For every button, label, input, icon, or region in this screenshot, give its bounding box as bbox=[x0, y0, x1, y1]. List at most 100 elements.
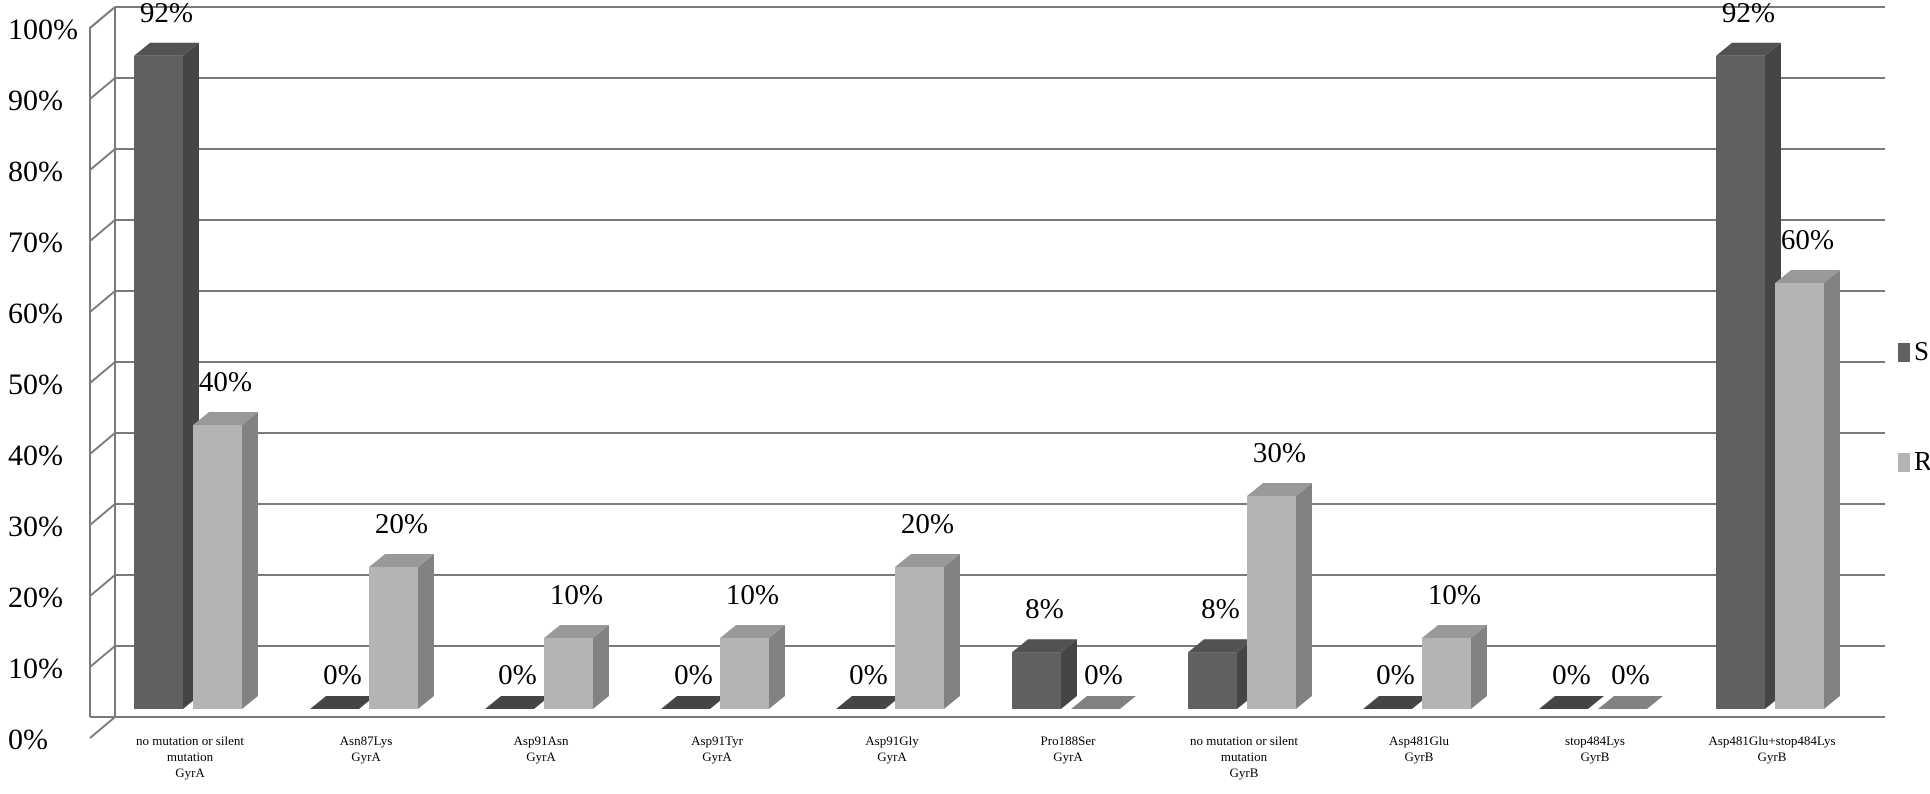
category-label: Asn87Lys GyrA bbox=[340, 733, 393, 764]
data-label-R-2: 10% bbox=[550, 579, 603, 611]
bar-R-9-top bbox=[1775, 270, 1840, 283]
category-label: Pro188Ser GyrA bbox=[1041, 733, 1097, 764]
data-labels: 92% 40% 0% 20% 0% 10% 0% 10% 0% 20% 8% 0% 8% 30% 0% 10%… bbox=[140, 0, 1834, 691]
data-label-R-8: 0% bbox=[1611, 659, 1650, 691]
data-label-S-0: 92% bbox=[140, 0, 193, 29]
data-label-S-5: 8% bbox=[1025, 593, 1064, 625]
y-tick-label: 20% bbox=[8, 581, 63, 614]
bar-S-7 bbox=[1363, 696, 1428, 709]
bar-R-1-top bbox=[369, 554, 434, 567]
bar-R-0 bbox=[193, 412, 258, 709]
data-label-R-4: 20% bbox=[901, 508, 954, 540]
bar-R-6-side bbox=[1296, 483, 1312, 709]
y-tick-label: 70% bbox=[8, 226, 63, 259]
data-label-S-2: 0% bbox=[498, 659, 537, 691]
gridline-wall bbox=[89, 716, 116, 739]
legend-label-S: S bbox=[1914, 336, 1929, 366]
bar-S-1-top bbox=[310, 696, 375, 709]
gridline-wall bbox=[89, 432, 116, 455]
bar-R-4-front bbox=[895, 567, 944, 709]
gridline-wall bbox=[89, 503, 116, 526]
bar-S-4 bbox=[836, 696, 901, 709]
bar-R-2-top bbox=[544, 625, 609, 638]
bar-R-8 bbox=[1598, 696, 1663, 709]
bar-R-6-front bbox=[1247, 496, 1296, 709]
bar-S-9-front bbox=[1716, 55, 1765, 710]
bar-R-9-front bbox=[1775, 283, 1824, 709]
data-label-R-0: 40% bbox=[199, 366, 252, 398]
bar-R-7-side bbox=[1471, 625, 1487, 709]
bar-S-3-top bbox=[661, 696, 726, 709]
bar-R-3 bbox=[720, 625, 785, 709]
gridline-wall bbox=[89, 361, 116, 384]
bar-S-7-top bbox=[1363, 696, 1428, 709]
bar-R-3-top bbox=[720, 625, 785, 638]
bar-R-6 bbox=[1247, 483, 1312, 709]
category-label: Asp91Asn GyrA bbox=[514, 733, 569, 764]
bar-S-5-top bbox=[1012, 639, 1077, 653]
bar-R-7-top bbox=[1422, 625, 1487, 638]
bar-S-0-top bbox=[134, 42, 199, 56]
data-label-S-3: 0% bbox=[674, 659, 713, 691]
y-tick-label: 50% bbox=[8, 368, 63, 401]
bar-R-5 bbox=[1071, 696, 1136, 709]
bar-R-9 bbox=[1775, 270, 1840, 709]
y-tick-label: 80% bbox=[8, 155, 63, 188]
bar-S-6-front bbox=[1188, 652, 1237, 709]
gridline-wall bbox=[89, 77, 116, 100]
bar-R-7-front bbox=[1422, 638, 1471, 709]
bar-R-7 bbox=[1422, 625, 1487, 709]
bar-R-3-front bbox=[720, 638, 769, 709]
bar-S-2-top bbox=[485, 696, 550, 709]
bar-R-2-side bbox=[593, 625, 609, 709]
gridline-wall bbox=[89, 645, 116, 668]
gridline-wall bbox=[89, 6, 116, 29]
legend-label-R: R bbox=[1914, 446, 1930, 476]
category-label: Asp481Glu+stop484Lys GyrB bbox=[1708, 733, 1835, 764]
category-label: Asp91Tyr GyrA bbox=[691, 733, 743, 764]
category-label: Asp481Glu GyrB bbox=[1389, 733, 1449, 764]
left-wall bbox=[89, 6, 116, 717]
data-label-R-5: 0% bbox=[1084, 659, 1123, 691]
y-tick-label: 90% bbox=[8, 84, 63, 117]
bar-S-5 bbox=[1012, 639, 1077, 709]
gridline-wall bbox=[89, 290, 116, 313]
bar-S-9-top bbox=[1716, 42, 1781, 56]
data-label-S-8: 0% bbox=[1552, 659, 1591, 691]
bar-S-0 bbox=[134, 42, 199, 710]
legend: SR bbox=[1898, 336, 1930, 476]
category-label: Asp91Gly GyrA bbox=[865, 733, 919, 764]
bar-R-4 bbox=[895, 554, 960, 709]
bar-R-6-top bbox=[1247, 483, 1312, 496]
bar-S-5-front bbox=[1012, 652, 1061, 709]
data-label-R-7: 10% bbox=[1428, 579, 1481, 611]
data-label-R-9: 60% bbox=[1781, 224, 1834, 256]
bar-R-4-side bbox=[944, 554, 960, 709]
bar-R-3-side bbox=[769, 625, 785, 709]
bar-R-1 bbox=[369, 554, 434, 709]
bar-S-1 bbox=[310, 696, 375, 709]
y-tick-label: 30% bbox=[8, 510, 63, 543]
bar-S-5-side bbox=[1061, 639, 1077, 709]
y-tick-label: 0% bbox=[8, 723, 48, 756]
bar-R-8-top bbox=[1598, 696, 1663, 709]
data-label-R-3: 10% bbox=[726, 579, 779, 611]
data-label-R-1: 20% bbox=[375, 508, 428, 540]
y-tick-label: 40% bbox=[8, 439, 63, 472]
gridline-wall bbox=[89, 574, 116, 597]
bar-S-8-top bbox=[1539, 696, 1604, 709]
category-label: no mutation or silent mutation GyrA bbox=[136, 733, 244, 780]
bar-R-0-front bbox=[193, 425, 242, 709]
data-label-S-7: 0% bbox=[1376, 659, 1415, 691]
bar-R-2 bbox=[544, 625, 609, 709]
bar-R-0-top bbox=[193, 412, 258, 425]
bar-S-3 bbox=[661, 696, 726, 709]
data-label-S-6: 8% bbox=[1201, 593, 1240, 625]
y-tick-label: 100% bbox=[8, 13, 78, 46]
bar-R-0-side bbox=[242, 412, 258, 709]
legend-swatch-S bbox=[1898, 343, 1910, 362]
category-label: no mutation or silent mutation GyrB bbox=[1190, 733, 1298, 780]
data-label-S-1: 0% bbox=[323, 659, 362, 691]
bar-R-1-front bbox=[369, 567, 418, 709]
